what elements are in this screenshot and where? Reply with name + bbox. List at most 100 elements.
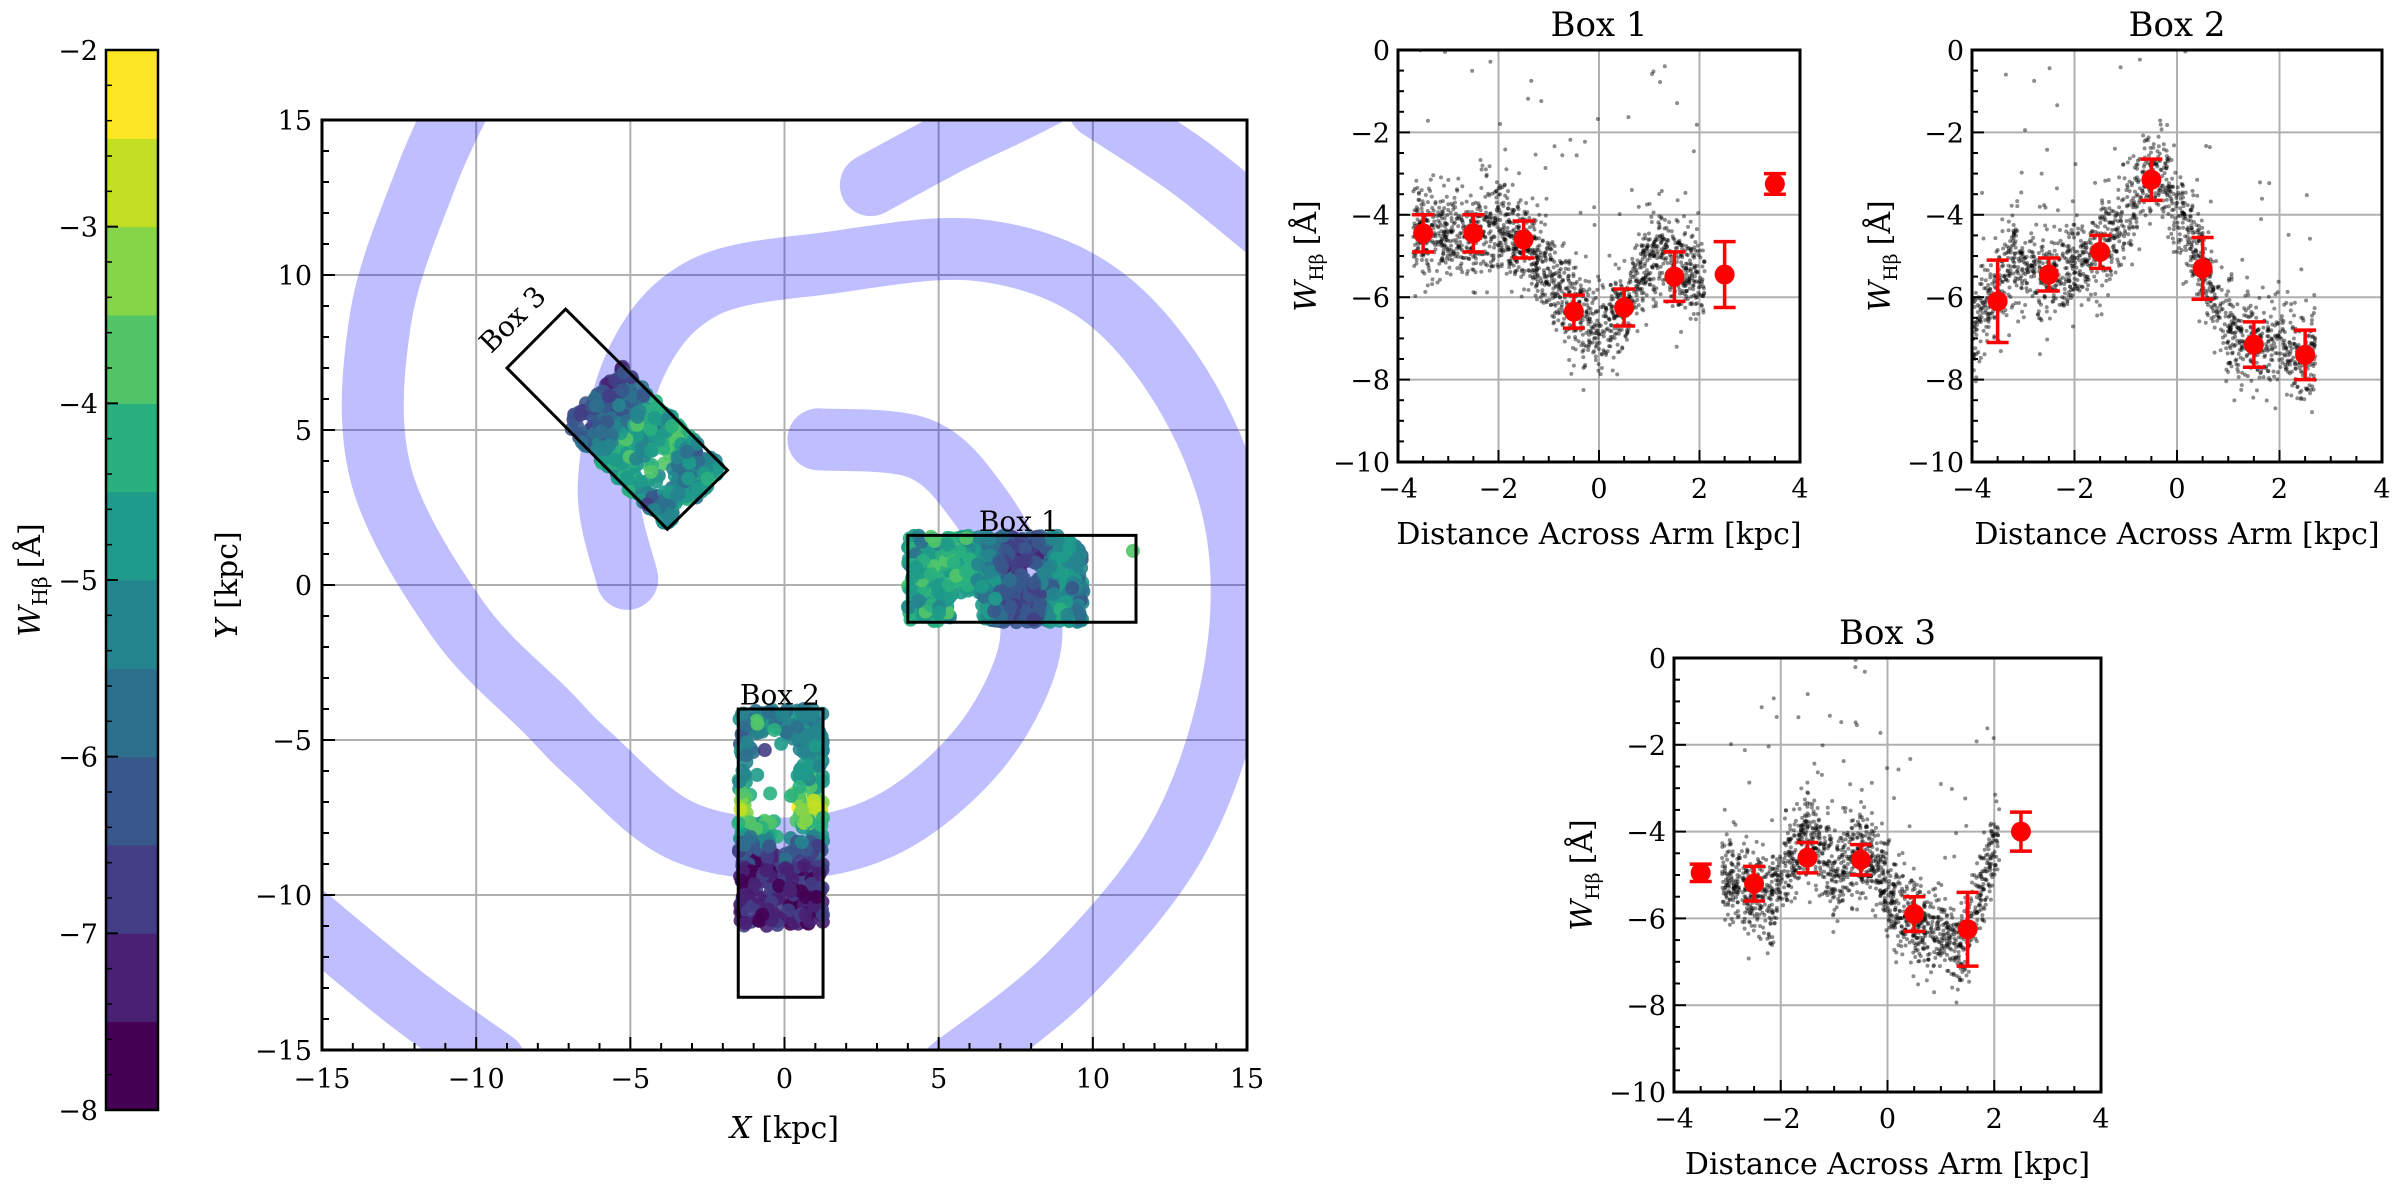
scatter-point: [2109, 259, 2114, 264]
scatter-point: [1692, 265, 1697, 270]
scatter-point: [1661, 261, 1666, 266]
scatter-point: [2219, 307, 2224, 312]
scatter-point: [2192, 230, 2197, 235]
scatter-point: [1677, 302, 1682, 307]
scatter-point: [1440, 237, 1445, 242]
scatter-point: [2246, 315, 2251, 320]
scatter-point: [1588, 330, 1593, 335]
scatter-point: [1501, 200, 1506, 205]
scatter-point: [1629, 187, 1634, 192]
scatter-point: [2023, 128, 2028, 133]
scatter-point: [1699, 303, 1704, 308]
scatter-point: [2190, 231, 2195, 236]
scatter-point: [2110, 244, 2115, 249]
scatter-point: [1507, 261, 1512, 266]
scatter-point: [1557, 271, 1562, 276]
scatter-point: [2299, 315, 2304, 320]
scatter-point: [2266, 338, 2271, 343]
scatter-point: [1642, 250, 1647, 255]
map-data-point: [573, 407, 588, 422]
scatter-point: [2069, 288, 2074, 293]
scatter-point: [2210, 259, 2215, 264]
scatter-point: [1507, 212, 1512, 217]
ylabel-subscript: Hβ: [28, 576, 52, 606]
scatter-point: [1558, 286, 1563, 291]
scatter-point: [2019, 279, 2024, 284]
scatter-point: [1439, 209, 1444, 214]
scatter-point: [1986, 325, 1991, 330]
scatter-point: [1585, 302, 1590, 307]
scatter-point: [1449, 248, 1454, 253]
scatter-point: [1662, 237, 1667, 242]
scatter-point: [1430, 282, 1435, 287]
scatter-point: [1515, 204, 1520, 209]
scatter-point: [1474, 261, 1479, 266]
scatter-point: [1516, 225, 1521, 230]
map-data-point: [633, 474, 648, 489]
scatter-point: [1512, 272, 1517, 277]
scatter-point: [2228, 327, 2233, 332]
scatter-point: [2289, 393, 2294, 398]
scatter-point: [2238, 325, 2243, 330]
scatter-point: [2029, 264, 2034, 269]
scatter-point: [1526, 268, 1531, 273]
scatter-point: [2183, 234, 2188, 239]
scatter-point: [2180, 192, 2185, 197]
scatter-point: [2312, 343, 2317, 348]
scatter-point: [1683, 261, 1688, 266]
scatter-point: [2255, 368, 2260, 373]
scatter-point: [1419, 188, 1424, 193]
scatter-point: [1442, 224, 1447, 229]
scatter-point: [1510, 207, 1515, 212]
scatter-point: [2114, 213, 2119, 218]
scatter-point: [2142, 146, 2147, 151]
scatter-point: [2134, 178, 2139, 183]
scatter-point: [1452, 195, 1457, 200]
scatter-point: [1549, 275, 1554, 280]
colorbar-bin: [106, 315, 158, 404]
scatter-point: [2191, 193, 2196, 198]
scatter-point: [1669, 254, 1674, 259]
scatter-point: [2072, 284, 2077, 289]
scatter-point: [1643, 280, 1648, 285]
scatter-point: [1658, 234, 1663, 239]
map-data-point: [983, 565, 998, 580]
scatter-point: [1997, 255, 2002, 260]
scatter-point: [2280, 356, 2285, 361]
scatter-point: [2211, 284, 2216, 289]
scatter-point: [2085, 277, 2090, 282]
scatter-point: [2194, 249, 2199, 254]
scatter-point: [1609, 306, 1614, 311]
y-axis-label: Y[kpc]: [210, 531, 245, 638]
map-data-point: [804, 708, 819, 723]
scatter-point: [1538, 229, 1543, 234]
map-data-point: [759, 863, 774, 878]
scatter-point: [2190, 188, 2195, 193]
scatter-point: [1613, 290, 1618, 295]
scatter-point: [1566, 274, 1571, 279]
scatter-point: [1502, 237, 1507, 242]
scatter-point: [1423, 192, 1428, 197]
scatter-point: [1668, 294, 1673, 299]
scatter-point: [1547, 245, 1552, 250]
scatter-point: [1693, 302, 1698, 307]
scatter-point: [2029, 262, 2034, 267]
scatter-point: [1590, 340, 1595, 345]
scatter-point: [1455, 188, 1460, 193]
scatter-point: [1471, 254, 1476, 259]
scatter-point: [1488, 59, 1493, 64]
scatter-point: [2003, 277, 2008, 282]
scatter-point: [1564, 286, 1569, 291]
scatter-point: [1451, 250, 1456, 255]
scatter-point: [1617, 349, 1622, 354]
scatter-point: [1649, 251, 1654, 256]
scatter-point: [1600, 283, 1605, 288]
scatter-point: [1465, 269, 1470, 274]
scatter-point: [1689, 275, 1694, 280]
scatter-point: [2180, 201, 2185, 206]
scatter-point: [2071, 271, 2076, 276]
scatter-point: [1563, 330, 1568, 335]
scatter-point: [1466, 256, 1471, 261]
scatter-point: [1593, 344, 1598, 349]
scatter-point: [1702, 292, 1707, 297]
